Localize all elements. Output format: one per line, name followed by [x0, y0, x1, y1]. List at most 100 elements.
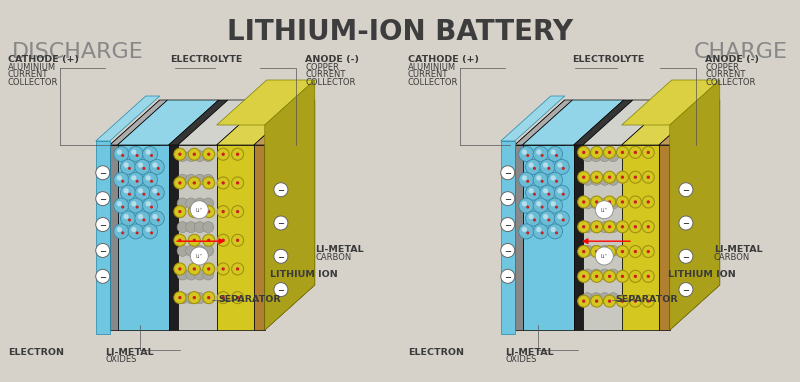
Circle shape — [617, 146, 629, 159]
Polygon shape — [96, 96, 160, 141]
Circle shape — [526, 154, 530, 157]
Circle shape — [136, 206, 138, 209]
Circle shape — [554, 211, 570, 226]
Circle shape — [582, 250, 586, 253]
Circle shape — [150, 159, 164, 175]
Circle shape — [533, 147, 548, 162]
Text: −: − — [99, 273, 106, 282]
Circle shape — [526, 185, 541, 200]
Circle shape — [188, 263, 200, 275]
Circle shape — [608, 222, 618, 233]
Circle shape — [194, 174, 205, 185]
Circle shape — [582, 275, 586, 278]
Circle shape — [522, 175, 527, 181]
Circle shape — [590, 293, 602, 304]
Circle shape — [634, 299, 637, 303]
Circle shape — [138, 214, 143, 219]
Circle shape — [630, 270, 642, 282]
Circle shape — [630, 146, 642, 159]
Circle shape — [146, 149, 151, 155]
Circle shape — [536, 149, 542, 155]
Circle shape — [543, 188, 548, 193]
Circle shape — [142, 224, 158, 239]
Circle shape — [186, 222, 197, 233]
Circle shape — [562, 167, 565, 170]
Text: CARBON: CARBON — [714, 253, 750, 262]
Circle shape — [529, 214, 534, 219]
Circle shape — [142, 167, 146, 170]
Circle shape — [679, 283, 693, 296]
Circle shape — [621, 275, 624, 278]
Circle shape — [646, 225, 650, 228]
Circle shape — [232, 234, 244, 246]
Circle shape — [96, 243, 110, 257]
Circle shape — [599, 222, 610, 233]
Text: ELECTROLYTE: ELECTROLYTE — [170, 55, 242, 64]
Circle shape — [550, 175, 556, 181]
Circle shape — [193, 239, 196, 242]
Circle shape — [582, 198, 593, 209]
Circle shape — [617, 171, 629, 183]
Text: CURRENT: CURRENT — [305, 70, 346, 79]
Circle shape — [136, 231, 138, 235]
Circle shape — [135, 211, 150, 226]
Circle shape — [207, 239, 210, 242]
Circle shape — [603, 146, 615, 159]
Circle shape — [174, 177, 186, 189]
Circle shape — [608, 275, 611, 278]
Polygon shape — [514, 100, 565, 330]
Circle shape — [621, 250, 624, 253]
Circle shape — [114, 198, 129, 213]
Circle shape — [202, 293, 214, 304]
Circle shape — [555, 180, 558, 183]
Text: SEPARATOR: SEPARATOR — [615, 295, 678, 304]
Circle shape — [236, 152, 239, 156]
Circle shape — [217, 263, 229, 275]
Circle shape — [123, 188, 129, 193]
Text: −: − — [278, 186, 285, 195]
Circle shape — [558, 188, 562, 193]
Circle shape — [128, 224, 143, 239]
Circle shape — [541, 231, 544, 235]
Circle shape — [131, 201, 136, 206]
Polygon shape — [178, 145, 217, 330]
Circle shape — [96, 269, 110, 283]
Circle shape — [186, 151, 197, 162]
Circle shape — [122, 231, 124, 235]
Polygon shape — [501, 141, 514, 334]
Circle shape — [217, 206, 229, 218]
Circle shape — [595, 225, 598, 228]
Text: LITHIUM ION: LITHIUM ION — [668, 270, 736, 279]
Text: −: − — [278, 253, 285, 262]
Circle shape — [590, 245, 602, 256]
Circle shape — [194, 269, 205, 280]
Circle shape — [547, 224, 562, 239]
Circle shape — [142, 193, 146, 196]
Circle shape — [178, 296, 182, 299]
Text: −: − — [99, 195, 106, 204]
Circle shape — [582, 151, 593, 162]
Polygon shape — [178, 100, 266, 145]
Circle shape — [222, 210, 225, 213]
Circle shape — [642, 196, 654, 208]
Polygon shape — [217, 145, 254, 330]
Text: COPPER: COPPER — [305, 63, 339, 71]
Circle shape — [608, 198, 618, 209]
Text: −: − — [504, 169, 511, 178]
Circle shape — [590, 269, 602, 280]
Circle shape — [540, 159, 555, 175]
Circle shape — [543, 162, 548, 168]
Circle shape — [222, 152, 225, 156]
Text: LI-METAL: LI-METAL — [315, 245, 364, 254]
Circle shape — [207, 267, 210, 270]
Circle shape — [590, 222, 602, 233]
Circle shape — [121, 159, 135, 175]
Circle shape — [128, 198, 143, 213]
Circle shape — [178, 181, 182, 185]
Circle shape — [582, 299, 586, 303]
Circle shape — [152, 214, 158, 219]
Circle shape — [550, 201, 556, 206]
Circle shape — [526, 159, 541, 175]
Circle shape — [634, 175, 637, 179]
Circle shape — [547, 167, 550, 170]
